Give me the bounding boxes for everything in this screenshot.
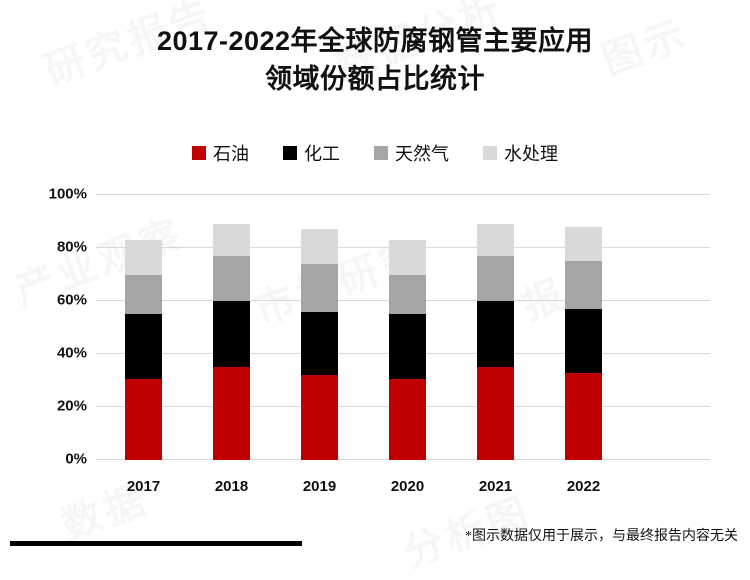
- legend-label: 水处理: [504, 144, 558, 164]
- bar-2022[interactable]: 2022: [565, 226, 602, 495]
- x-axis-tick-label: 2017: [126, 478, 161, 495]
- bar-2018[interactable]: 2018: [213, 224, 250, 495]
- y-axis-tick-label: 60%: [56, 291, 87, 309]
- legend-swatch-icon: [374, 146, 388, 160]
- bar-segment-水处理[interactable]: [477, 224, 514, 256]
- bar-segment-化工[interactable]: [389, 314, 426, 380]
- legend-item-0[interactable]: 石油: [192, 140, 249, 166]
- bar-segment-化工[interactable]: [125, 314, 162, 380]
- chart-title-line-1: 2017-2022年全球防腐钢管主要应用: [156, 26, 594, 56]
- x-axis-tick-label: 2022: [566, 478, 601, 495]
- bar-segment-石油[interactable]: [565, 372, 602, 460]
- x-axis-tick-label: 2019: [302, 478, 337, 495]
- bar-segment-天然气[interactable]: [301, 263, 338, 312]
- chart-title-line-2: 领域份额占比统计: [265, 64, 485, 95]
- y-axis-tick-label: 0%: [65, 450, 87, 468]
- legend-label: 化工: [304, 144, 340, 164]
- bar-segment-天然气[interactable]: [389, 274, 426, 315]
- legend-item-2[interactable]: 天然气: [374, 140, 449, 166]
- y-axis-tick-label: 80%: [56, 238, 87, 256]
- bar-segment-水处理[interactable]: [301, 229, 338, 264]
- bar-2021[interactable]: 2021: [477, 224, 514, 495]
- bar-segment-化工[interactable]: [213, 301, 250, 368]
- bar-segment-水处理[interactable]: [213, 224, 250, 256]
- legend-swatch-icon: [483, 146, 497, 160]
- chart-legend: 石油 化工 天然气 水处理: [60, 140, 690, 166]
- bar-segment-石油[interactable]: [477, 367, 514, 460]
- bar-2020[interactable]: 2020: [389, 240, 426, 495]
- y-axis-tick-label: 20%: [56, 397, 87, 415]
- bar-segment-化工[interactable]: [477, 301, 514, 368]
- bar-segment-化工[interactable]: [301, 311, 338, 376]
- gridline: 100%: [49, 186, 710, 203]
- x-axis-tick-label: 2021: [478, 478, 513, 495]
- bar-2017[interactable]: 2017: [125, 240, 162, 495]
- x-axis-tick-label: 2018: [214, 478, 249, 495]
- chart-title: 2017-2022年全球防腐钢管主要应用 领域份额占比统计: [60, 22, 690, 99]
- bar-segment-水处理[interactable]: [565, 226, 602, 262]
- x-axis-tick-label: 2020: [390, 478, 425, 495]
- bar-segment-天然气[interactable]: [565, 261, 602, 309]
- legend-item-3[interactable]: 水处理: [483, 140, 558, 166]
- bar-segment-石油[interactable]: [125, 379, 162, 460]
- y-axis-tick-label: 40%: [56, 344, 87, 362]
- plot-area: 0% 20% 40% 60% 80% 100% 2017 2018 2019 2020 2021 20…: [49, 186, 710, 495]
- bar-segment-天然气[interactable]: [213, 255, 250, 301]
- bar-2019[interactable]: 2019: [301, 229, 338, 495]
- legend-label: 天然气: [395, 144, 449, 164]
- bar-segment-水处理[interactable]: [125, 240, 162, 275]
- bar-segment-石油[interactable]: [301, 375, 338, 460]
- bar-segment-天然气[interactable]: [477, 255, 514, 301]
- y-axis-tick-label: 100%: [48, 185, 87, 203]
- bar-segment-石油[interactable]: [213, 367, 250, 460]
- bar-segment-天然气[interactable]: [125, 274, 162, 315]
- bar-segment-化工[interactable]: [565, 308, 602, 373]
- legend-swatch-icon: [192, 146, 206, 160]
- legend-item-1[interactable]: 化工: [283, 140, 340, 166]
- legend-swatch-icon: [283, 146, 297, 160]
- footnote-text: *图示数据仅用于展示，与最终报告内容无关: [465, 529, 738, 544]
- legend-label: 石油: [213, 144, 249, 164]
- bar-segment-水处理[interactable]: [389, 240, 426, 275]
- bar-segment-石油[interactable]: [389, 379, 426, 460]
- footnote-rule: [10, 541, 302, 546]
